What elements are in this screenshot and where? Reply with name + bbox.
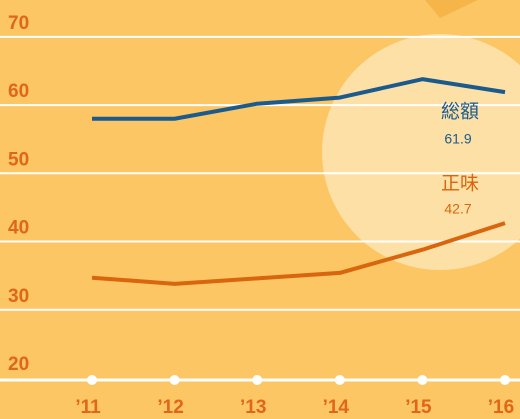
x-tick-dot (500, 375, 510, 385)
x-tick-label: ’13 (240, 397, 266, 418)
line-series (92, 77, 506, 121)
y-tick-label: 40 (8, 218, 29, 239)
series-name: 正味 (441, 173, 479, 195)
y-tick-label: 50 (8, 149, 29, 170)
x-tick-label: ’14 (323, 397, 350, 418)
x-tick-dot (252, 375, 263, 385)
x-tick-label: ’15 (405, 397, 432, 418)
data-label: 61.9 (444, 131, 471, 147)
x-tick-dot (87, 375, 97, 385)
data-label: 42.7 (444, 201, 471, 217)
y-tick-label: 70 (8, 13, 29, 34)
highlight-circle (322, 34, 520, 270)
pointer (425, 0, 478, 18)
y-tick-label: 60 (8, 81, 29, 102)
x-tick-dot (169, 375, 180, 385)
x-tick-label: ’11 (75, 397, 101, 418)
x-tick-label: ’12 (157, 397, 183, 418)
x-tick-dot (417, 375, 428, 385)
series-name: 総額 (441, 101, 479, 123)
y-tick-label: 30 (8, 286, 29, 307)
x-tick-dot (334, 375, 345, 385)
line-series (91, 221, 506, 286)
x-tick-label: ’16 (488, 397, 514, 418)
y-tick-label: 20 (8, 354, 29, 375)
